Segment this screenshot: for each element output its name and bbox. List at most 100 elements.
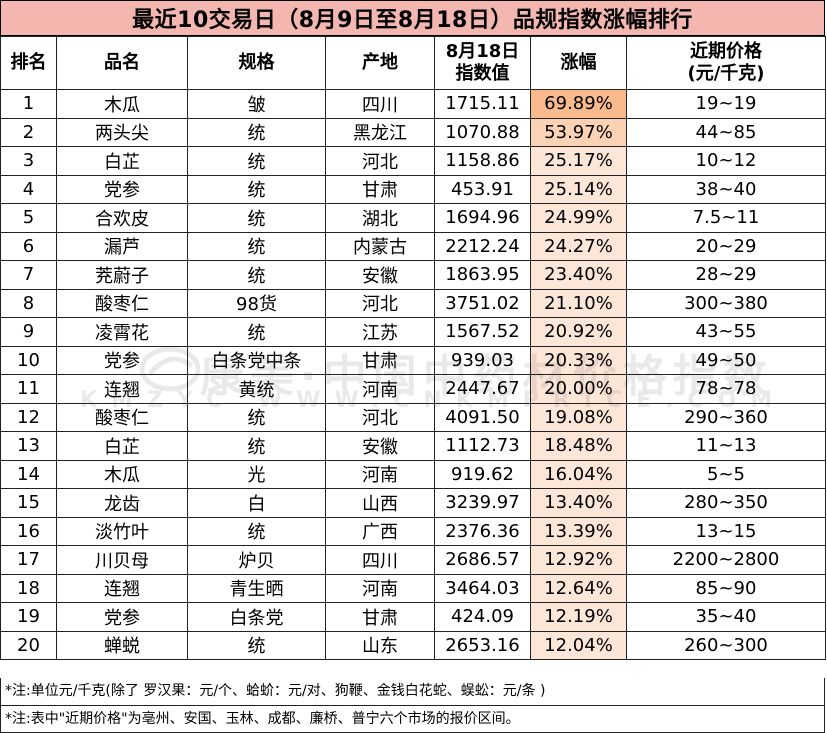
index-value-cell: 1715.11 bbox=[434, 89, 531, 119]
name-cell: 木瓜 bbox=[56, 89, 188, 119]
name-cell: 川贝母 bbox=[56, 545, 188, 575]
origin-cell: 内蒙古 bbox=[325, 231, 435, 261]
change-cell: 12.19% bbox=[530, 602, 627, 632]
index-value-cell: 3751.02 bbox=[434, 288, 531, 318]
rank-cell: 7 bbox=[0, 260, 57, 290]
change-cell: 25.14% bbox=[530, 174, 627, 204]
spec-cell: 98货 bbox=[187, 288, 326, 318]
name-cell: 酸枣仁 bbox=[56, 288, 188, 318]
spec-cell: 统 bbox=[187, 516, 326, 546]
rank-cell: 10 bbox=[0, 345, 57, 375]
ranking-table: 排名 品名 规格 产地 8月18日 指数值 涨幅 近期价格 (元/千克) 1 木瓜… bbox=[0, 36, 826, 660]
header-row: 排名 品名 规格 产地 8月18日 指数值 涨幅 近期价格 (元/千克) bbox=[0, 36, 826, 90]
origin-cell: 甘肃 bbox=[325, 174, 435, 204]
change-cell: 12.64% bbox=[530, 573, 627, 603]
index-value-cell: 3239.97 bbox=[434, 488, 531, 518]
change-cell: 20.00% bbox=[530, 374, 627, 404]
spec-cell: 皱 bbox=[187, 89, 326, 119]
spec-cell: 黄统 bbox=[187, 374, 326, 404]
name-cell: 连翘 bbox=[56, 374, 188, 404]
spec-cell: 白条党 bbox=[187, 602, 326, 632]
rank-cell: 11 bbox=[0, 374, 57, 404]
change-cell: 13.39% bbox=[530, 516, 627, 546]
table-row: 12 酸枣仁统河北 4091.50 19.08% 290~360 bbox=[0, 402, 826, 432]
rank-cell: 12 bbox=[0, 402, 57, 432]
index-value-cell: 4091.50 bbox=[434, 402, 531, 432]
spec-cell: 白条党中条 bbox=[187, 345, 326, 375]
name-cell: 木瓜 bbox=[56, 459, 188, 489]
origin-cell: 安徽 bbox=[325, 260, 435, 290]
name-cell: 党参 bbox=[56, 174, 188, 204]
spec-cell: 统 bbox=[187, 174, 326, 204]
index-value-cell: 1694.96 bbox=[434, 203, 531, 233]
footnote-unit: *注:单位元/千克(除了 罗汉果：元/个、蛤蚧：元/对、狗鞭、金钱白花蛇、蜈蚣：… bbox=[5, 683, 546, 699]
spec-cell: 统 bbox=[187, 402, 326, 432]
header-change: 涨幅 bbox=[530, 36, 627, 90]
origin-cell: 河北 bbox=[325, 402, 435, 432]
table-row: 11 连翘 黄统 河南 2447.67 20.00% 78~78 bbox=[0, 374, 826, 404]
table-row: 9 凌霄花统江苏 1567.52 20.92% 43~55 bbox=[0, 317, 826, 347]
spec-cell: 统 bbox=[187, 630, 326, 660]
change-cell: 53.97% bbox=[530, 117, 627, 147]
change-cell: 21.10% bbox=[530, 288, 627, 318]
footnote-price-range: *注:表中"近期价格"为亳州、安国、玉林、成都、廉桥、普宁六个市场的报价区间。 bbox=[1, 705, 824, 733]
index-value-cell: 939.03 bbox=[434, 345, 531, 375]
spec-cell: 光 bbox=[187, 459, 326, 489]
price-range-cell: 49~50 bbox=[626, 345, 826, 375]
table-row: 17 川贝母 炉贝 四川 2686.57 12.92% 2200~2800 bbox=[0, 545, 826, 575]
origin-cell: 广西 bbox=[325, 516, 435, 546]
name-cell: 白芷 bbox=[56, 431, 188, 461]
rank-cell: 6 bbox=[0, 231, 57, 261]
price-range-cell: 5~5 bbox=[626, 459, 826, 489]
rank-cell: 9 bbox=[0, 317, 57, 347]
origin-cell: 河北 bbox=[325, 288, 435, 318]
origin-cell: 四川 bbox=[325, 545, 435, 575]
rank-cell: 8 bbox=[0, 288, 57, 318]
spec-cell: 炉贝 bbox=[187, 545, 326, 575]
spec-cell: 统 bbox=[187, 203, 326, 233]
spec-cell: 统 bbox=[187, 317, 326, 347]
header-rank: 排名 bbox=[0, 36, 57, 90]
index-value-cell: 1070.88 bbox=[434, 117, 531, 147]
name-cell: 茺蔚子 bbox=[56, 260, 188, 290]
origin-cell: 河南 bbox=[325, 459, 435, 489]
table-row: 20 蝉蜕统山东 2653.16 12.04% 260~300 bbox=[0, 630, 826, 660]
header-price-line1: 近期价格 bbox=[690, 41, 762, 62]
rank-cell: 19 bbox=[0, 602, 57, 632]
price-range-cell: 290~360 bbox=[626, 402, 826, 432]
header-index: 8月18日 指数值 bbox=[434, 36, 531, 90]
price-range-cell: 38~40 bbox=[626, 174, 826, 204]
sheet-title: 最近10交易日（8月9日至8月18日）品规指数涨幅排行 bbox=[0, 0, 825, 36]
price-range-cell: 19~19 bbox=[626, 89, 826, 119]
header-index-line1: 8月18日 bbox=[445, 41, 520, 62]
origin-cell: 甘肃 bbox=[325, 602, 435, 632]
table-row: 3 白芷统河北 1158.86 25.17% 10~12 bbox=[0, 146, 826, 176]
rank-cell: 5 bbox=[0, 203, 57, 233]
change-cell: 24.99% bbox=[530, 203, 627, 233]
table-row: 18 连翘 青生晒 河南 3464.03 12.64% 85~90 bbox=[0, 573, 826, 603]
price-range-cell: 28~29 bbox=[626, 260, 826, 290]
table-row: 10 党参 白条党中条 甘肃 939.03 20.33% 49~50 bbox=[0, 345, 826, 375]
change-cell: 23.40% bbox=[530, 260, 627, 290]
rank-cell: 14 bbox=[0, 459, 57, 489]
index-value-cell: 453.91 bbox=[434, 174, 531, 204]
price-range-cell: 2200~2800 bbox=[626, 545, 826, 575]
origin-cell: 河南 bbox=[325, 374, 435, 404]
footnotes: *注:单位元/千克(除了 罗汉果：元/个、蛤蚧：元/对、狗鞭、金钱白花蛇、蜈蚣：… bbox=[0, 678, 825, 733]
price-range-cell: 85~90 bbox=[626, 573, 826, 603]
origin-cell: 安徽 bbox=[325, 431, 435, 461]
price-range-cell: 43~55 bbox=[626, 317, 826, 347]
table-row: 19 党参 白条党 甘肃 424.09 12.19% 35~40 bbox=[0, 602, 826, 632]
name-cell: 蝉蜕 bbox=[56, 630, 188, 660]
spec-cell: 统 bbox=[187, 231, 326, 261]
name-cell: 白芷 bbox=[56, 146, 188, 176]
change-cell: 24.27% bbox=[530, 231, 627, 261]
table-row: 1 木瓜皱四川 1715.11 69.89% 19~19 bbox=[0, 89, 826, 119]
spec-cell: 统 bbox=[187, 146, 326, 176]
price-range-cell: 10~12 bbox=[626, 146, 826, 176]
name-cell: 连翘 bbox=[56, 573, 188, 603]
spec-cell: 统 bbox=[187, 431, 326, 461]
header-spec: 规格 bbox=[187, 36, 326, 90]
index-value-cell: 2447.67 bbox=[434, 374, 531, 404]
table-row: 6 漏芦统内蒙古 2212.24 24.27% 20~29 bbox=[0, 231, 826, 261]
